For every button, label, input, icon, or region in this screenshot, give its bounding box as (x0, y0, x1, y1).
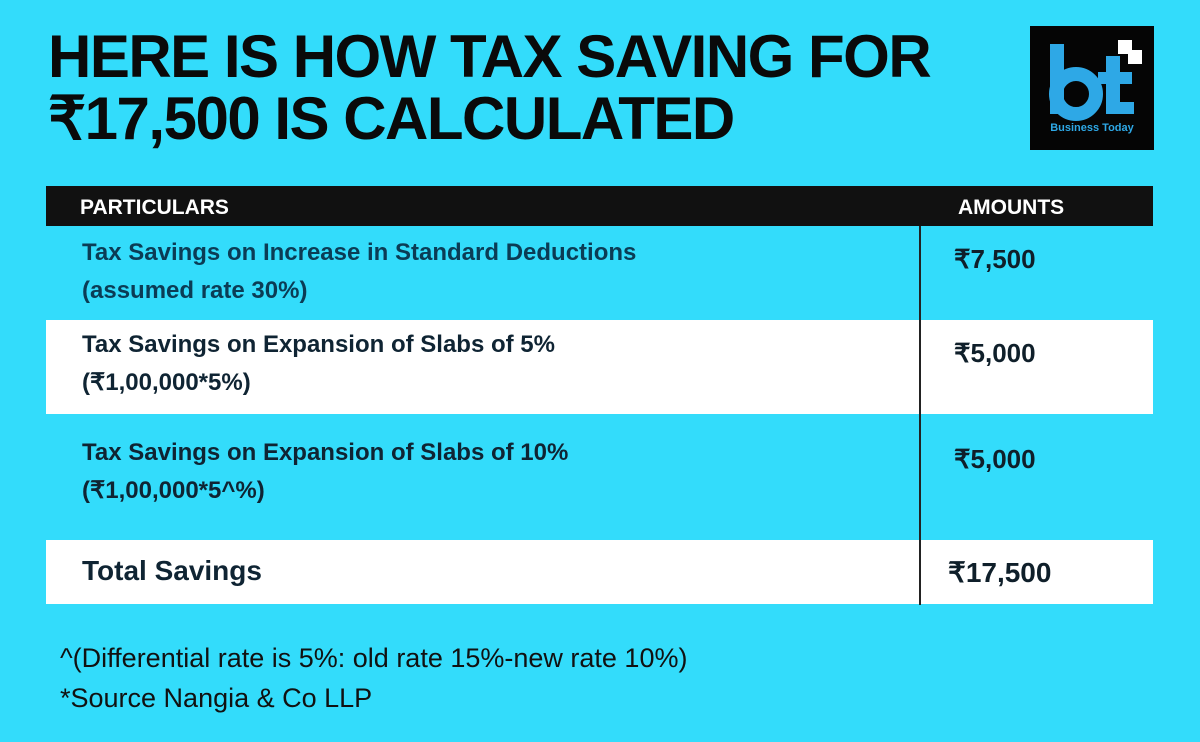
row-particulars: Tax Savings on Expansion of Slabs of 5% … (82, 326, 555, 402)
row-particulars: Tax Savings on Increase in Standard Dedu… (82, 234, 636, 310)
footnote-source: *Source Nangia & Co LLP (60, 683, 373, 713)
footnotes: ^(Differential rate is 5%: old rate 15%-… (60, 638, 687, 718)
page-title: HERE IS HOW TAX SAVING FOR ₹17,500 IS CA… (48, 23, 932, 152)
table-header: PARTICULARS AMOUNTS (46, 186, 1153, 226)
row-particulars-line1: Tax Savings on Expansion of Slabs of 10% (82, 439, 569, 466)
total-amount: ₹17,500 (948, 557, 1052, 588)
column-divider (919, 226, 921, 605)
tax-savings-table: PARTICULARS AMOUNTS Tax Savings on Incre… (46, 186, 1153, 605)
row-particulars-line2: (assumed rate 30%) (82, 277, 308, 304)
table-row: Tax Savings on Increase in Standard Dedu… (46, 226, 1153, 320)
logo-tagline: Business Today (1050, 122, 1134, 134)
row-particulars-line2: (₹1,00,000*5^%) (82, 477, 265, 504)
table-row-total: Total Savings ₹17,500 (46, 540, 1153, 604)
title-line-2: ₹17,500 IS CALCULATED (48, 85, 735, 152)
row-particulars-line1: Tax Savings on Increase in Standard Dedu… (82, 239, 637, 266)
row-particulars-line1: Tax Savings on Expansion of Slabs of 5% (82, 331, 555, 358)
bt-logo-icon (1049, 40, 1142, 121)
row-particulars-line2: (₹1,00,000*5%) (82, 369, 251, 396)
footnote-differential-rate: ^(Differential rate is 5%: old rate 15%-… (60, 643, 688, 673)
row-amount: ₹7,500 (954, 244, 1036, 274)
business-today-logo: Business Today (1030, 26, 1154, 150)
header-particulars: PARTICULARS (80, 196, 229, 219)
row-particulars: Tax Savings on Expansion of Slabs of 10%… (82, 434, 568, 510)
table-row: Tax Savings on Expansion of Slabs of 10%… (46, 414, 1153, 540)
table-row: Tax Savings on Expansion of Slabs of 5% … (46, 320, 1153, 414)
header-amounts: AMOUNTS (958, 196, 1065, 219)
row-amount: ₹5,000 (954, 338, 1036, 368)
row-amount: ₹5,000 (954, 444, 1036, 474)
title-line-1: HERE IS HOW TAX SAVING FOR (48, 23, 932, 90)
total-label: Total Savings (82, 555, 262, 586)
